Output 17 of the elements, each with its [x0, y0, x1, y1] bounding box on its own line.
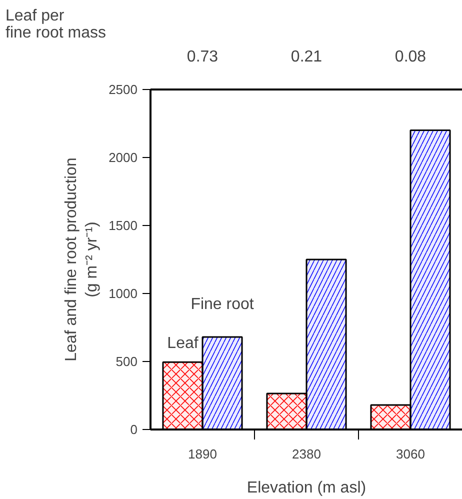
x-tick-label: 3060 — [396, 446, 425, 462]
x-tick-label: 2380 — [292, 446, 321, 462]
x-axis-title: Elevation (m asl) — [246, 480, 366, 496]
text: Leaf per fine root mass — [6, 8, 106, 42]
text: 0.21 — [290, 48, 322, 66]
text: 0.73 — [186, 48, 218, 66]
y-tick-label: 0 — [130, 422, 138, 437]
y-tick-label: 2000 — [108, 150, 138, 165]
series-label: Fine root — [190, 296, 254, 314]
text: 0.08 — [394, 48, 426, 66]
y-tick-label: 500 — [116, 354, 138, 369]
y-tick-label: 1500 — [108, 218, 138, 233]
x-tick-label: 1890 — [188, 446, 217, 462]
y-tick-label: 1000 — [108, 286, 138, 301]
y-axis-title: Leaf and fine root production (g m⁻² yr⁻¹) — [63, 158, 101, 362]
series-label: Leaf — [167, 334, 199, 352]
y-tick-label: 2500 — [108, 82, 138, 97]
